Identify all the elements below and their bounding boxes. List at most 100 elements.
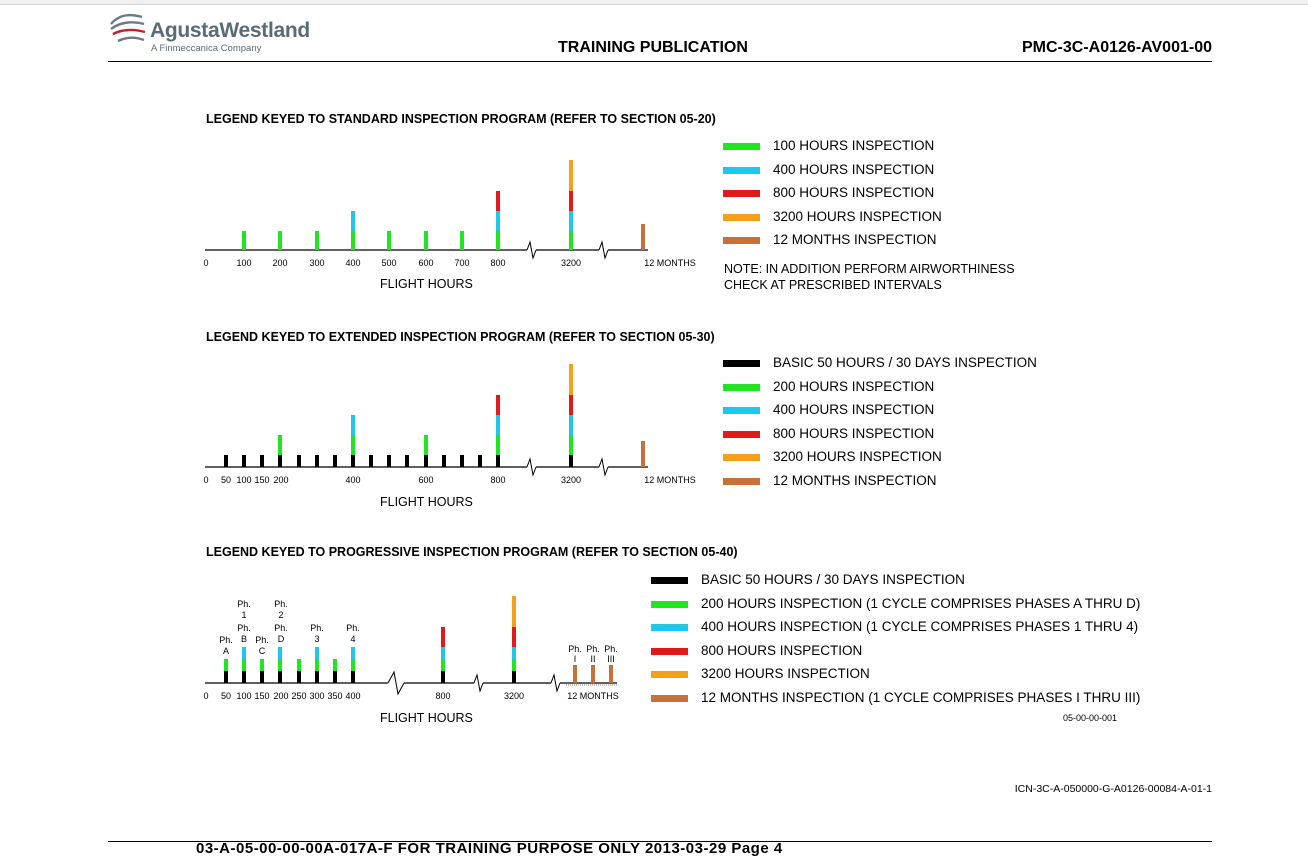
- legend-label: 12 MONTHS INSPECTION (1 CYCLE COMPRISES …: [701, 689, 1141, 705]
- tick-label: 800: [490, 258, 505, 268]
- marker-phase-4: [351, 647, 355, 659]
- marker-200h-green: [278, 435, 282, 455]
- progressive-section-title: LEGEND KEYED TO PROGRESSIVE INSPECTION P…: [206, 545, 738, 559]
- marker-3200h-cyan: [512, 647, 516, 659]
- phase-label: 1: [241, 610, 246, 620]
- phase-label: Ph.: [568, 644, 582, 654]
- phase-label: Ph.: [346, 623, 360, 633]
- marker-basic-350h: [333, 455, 337, 467]
- phase-label: A: [223, 646, 229, 656]
- marker-3200h-orange: [569, 364, 573, 395]
- marker-3200h-red: [569, 191, 573, 211]
- tick-label: 800: [435, 691, 450, 701]
- marker-phase-iii: [609, 665, 613, 683]
- axis-break: [473, 673, 484, 693]
- tick-label: 3200: [561, 475, 581, 485]
- note-line: NOTE: IN ADDITION PERFORM AIRWORTHINESS: [724, 262, 1015, 276]
- tick-label: 0: [203, 475, 208, 485]
- marker-basic-600h: [424, 455, 428, 467]
- legend-swatch: [723, 407, 760, 415]
- progressive-timeline: Ph. A Ph. 1 Ph. B Ph. C Ph. 2 Ph. D Ph. …: [203, 596, 619, 701]
- tick-label: 500: [381, 258, 396, 268]
- phase-label: 4: [350, 634, 355, 644]
- marker-12months: [641, 224, 645, 250]
- marker-300h-green: [315, 659, 319, 671]
- standard-section-title: LEGEND KEYED TO STANDARD INSPECTION PROG…: [206, 112, 716, 126]
- phase-label: Ph.: [274, 623, 288, 633]
- phase-label: Ph.: [586, 644, 600, 654]
- airworthiness-note: NOTE: IN ADDITION PERFORM AIRWORTHINESS …: [724, 262, 1015, 293]
- marker-250h-green: [297, 659, 301, 671]
- marker-basic-100h: [242, 671, 246, 683]
- marker-basic-250h: [297, 455, 301, 467]
- marker-200h: [278, 231, 282, 250]
- marker-basic-200h: [278, 455, 282, 467]
- progressive-axis-label: FLIGHT HOURS: [380, 711, 473, 725]
- marker-3200h-green: [512, 659, 516, 671]
- legend-label: 12 MONTHS INSPECTION: [773, 232, 937, 248]
- marker-800h-red: [441, 627, 445, 647]
- marker-3200h-green: [569, 231, 573, 250]
- legend-label: 3200 HOURS INSPECTION: [701, 666, 870, 682]
- marker-400h-cyan: [351, 211, 355, 231]
- legend-label: 100 HOURS INSPECTION: [773, 138, 935, 153]
- marker-basic-550h: [405, 455, 409, 467]
- marker-phase-ii: [591, 665, 595, 683]
- tick-label: 50: [221, 475, 231, 485]
- axis-break: [387, 670, 405, 696]
- tick-label: 800: [490, 475, 505, 485]
- icn-code: ICN-3C-A-050000-G-A0126-00084-A-01-1: [1014, 783, 1212, 795]
- tick-label: 300: [309, 691, 324, 701]
- phase-label: 3: [314, 634, 319, 644]
- marker-basic-50h: [224, 671, 228, 683]
- header-rule: [108, 61, 1212, 62]
- marker-400h-green: [351, 659, 355, 671]
- marker-phase-2: [278, 647, 282, 659]
- figure-code: 05-00-00-001: [1063, 713, 1118, 723]
- phase-label: B: [241, 634, 247, 644]
- marker-3200h-cyan: [569, 211, 573, 231]
- marker-basic-700h: [460, 455, 464, 467]
- footer-rule: [108, 841, 1212, 842]
- marker-400h-green: [351, 231, 355, 250]
- legend-swatch: [723, 360, 760, 367]
- marker-basic-400h: [351, 671, 355, 683]
- marker-phase-i: [573, 665, 577, 683]
- marker-phase-b: [242, 659, 246, 671]
- marker-basic-50h: [224, 455, 228, 467]
- legend-swatch: [723, 383, 760, 391]
- tick-label: 12 MONTHS: [567, 691, 619, 701]
- marker-basic-250h: [297, 671, 301, 683]
- legend-label: 3200 HOURS INSPECTION: [773, 449, 942, 465]
- marker-basic-3200h: [569, 455, 573, 467]
- legend-swatch: [723, 166, 760, 174]
- marker-basic-650h: [442, 455, 446, 467]
- marker-500h: [387, 231, 391, 250]
- tick-label: 50: [221, 691, 231, 701]
- marker-basic-400h: [351, 455, 355, 467]
- marker-800h-cyan: [441, 647, 445, 659]
- phase-label: III: [607, 654, 615, 664]
- marker-700h: [460, 231, 464, 250]
- marker-800h-red: [496, 395, 500, 415]
- marker-phase-3: [315, 647, 319, 659]
- header-title: TRAINING PUBLICATION: [558, 39, 748, 56]
- legend-label: 400 HOURS INSPECTION: [773, 402, 935, 418]
- legend-label: 3200 HOURS INSPECTION: [773, 208, 942, 224]
- legend-swatch: [723, 190, 760, 198]
- legend-label: 12 MONTHS INSPECTION: [773, 472, 937, 488]
- marker-basic-150h: [260, 671, 264, 683]
- marker-600h: [424, 231, 428, 250]
- standard-axis-label: FLIGHT HOURS: [380, 277, 473, 291]
- extended-axis-label: FLIGHT HOURS: [380, 495, 473, 509]
- phase-label: Ph.: [237, 599, 251, 609]
- marker-basic-150h: [260, 455, 264, 467]
- phase-label: C: [259, 646, 266, 656]
- tick-label: 250: [291, 691, 306, 701]
- tick-label: 400: [345, 258, 360, 268]
- phase-label: 2: [278, 610, 283, 620]
- note-line: CHECK AT PRESCRIBED INTERVALS: [724, 277, 942, 292]
- axis-break: [598, 457, 609, 477]
- legend-label: 400 HOURS INSPECTION: [773, 161, 935, 177]
